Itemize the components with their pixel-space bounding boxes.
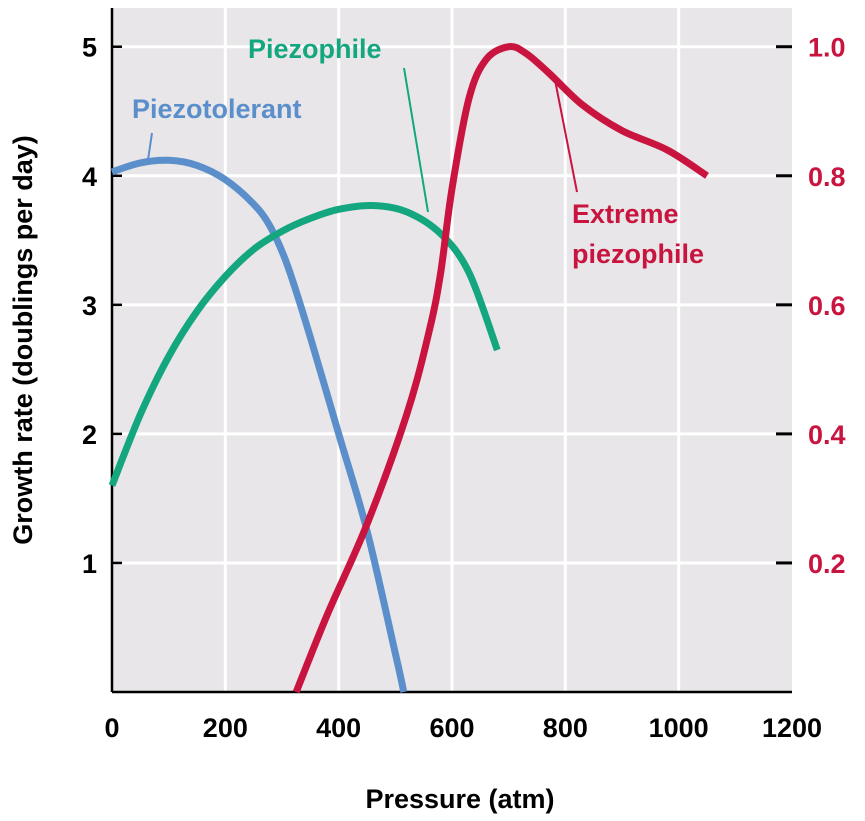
y2-tick-label: 0.8 [808, 162, 846, 192]
piezophile-leader [403, 67, 429, 213]
y2-tick-label: 0.6 [808, 291, 846, 321]
x-axis-title: Pressure (atm) [365, 784, 554, 814]
extreme-piezophile-label-line2: piezophile [572, 239, 704, 269]
series-labels: Piezotolerant Piezophile Extreme piezoph… [132, 34, 704, 269]
y2-tick-label: 0.2 [808, 549, 846, 579]
y2-tick-label: 0.4 [808, 420, 846, 450]
x-tick-label: 800 [543, 713, 588, 743]
y-axis-title: Growth rate (doublings per day) [8, 135, 38, 545]
x-tick-label: 200 [203, 713, 248, 743]
extreme-piezophile-leader [554, 79, 578, 193]
y2-tick-label: 1.0 [808, 33, 846, 63]
x-tick-label: 0 [104, 713, 119, 743]
piezotolerant-label: Piezotolerant [132, 94, 302, 124]
piezophile-line [108, 201, 501, 487]
x-tick-label: 600 [429, 713, 474, 743]
y-tick-label: 1 [82, 549, 97, 579]
y-tick-label: 5 [82, 33, 97, 63]
series [108, 42, 709, 694]
y-tick-label: 3 [82, 291, 97, 321]
extreme-piezophile-line [292, 42, 709, 694]
extreme-piezophile-label-line1: Extreme [572, 199, 679, 229]
piezophile-label: Piezophile [248, 34, 382, 64]
x-tick-label: 400 [316, 713, 361, 743]
piezotolerant-leader [147, 132, 153, 161]
y-tick-label: 4 [82, 162, 97, 192]
x-tick-label: 1000 [649, 713, 709, 743]
x-tick-label: 1200 [762, 713, 822, 743]
y-tick-label: 2 [82, 420, 97, 450]
axes: 0 200 400 600 800 1000 1200 1 2 3 4 5 0.2 0.4 0.6 0.8 1.… [82, 8, 846, 743]
piezotolerant-line [110, 156, 408, 693]
